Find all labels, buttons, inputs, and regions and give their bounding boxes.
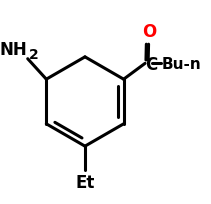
Text: 2: 2 (29, 48, 38, 62)
Text: Bu-n: Bu-n (162, 57, 202, 72)
Text: NH: NH (0, 41, 27, 59)
Text: Et: Et (75, 173, 95, 191)
Text: O: O (142, 23, 156, 41)
Text: C: C (146, 56, 158, 74)
